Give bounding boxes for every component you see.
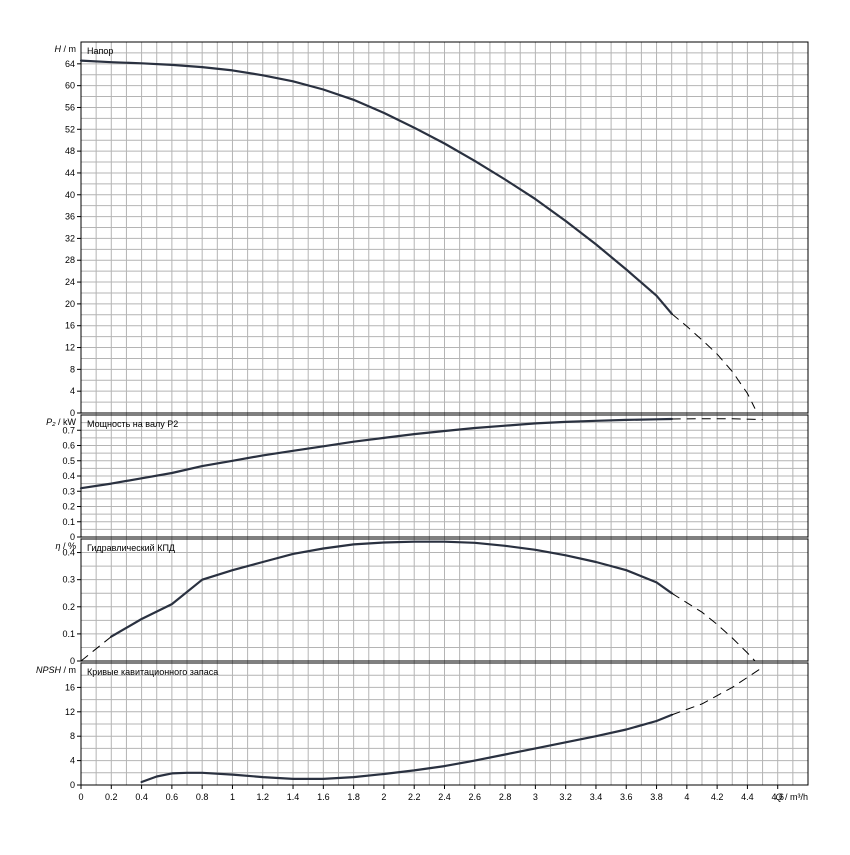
x-tick-label: 0.8 [196, 792, 209, 802]
x-tick-label: 0 [78, 792, 83, 802]
efficiency-curve-solid [110, 540, 673, 638]
y-tick-label: 36 [65, 212, 75, 222]
y-tick-label: 32 [65, 233, 75, 243]
y-tick-label: 0.6 [62, 441, 75, 451]
x-tick-label: 2.8 [499, 792, 512, 802]
y-tick-label: 60 [65, 81, 75, 91]
head-panel-frame [80, 41, 809, 414]
x-tick-label: 3 [533, 792, 538, 802]
y-tick-label: 0.3 [62, 575, 75, 585]
y-tick-label: 0.1 [62, 629, 75, 639]
x-tick-label: 1.4 [287, 792, 300, 802]
y-tick-label: 4 [70, 386, 75, 396]
efficiency-y-axis-label: η / % [55, 541, 76, 551]
y-tick-label: 0.4 [62, 471, 75, 481]
head-curve-solid [79, 59, 673, 315]
x-tick-label: 3.4 [590, 792, 603, 802]
y-tick-label: 4 [70, 756, 75, 766]
y-tick-label: 0 [70, 656, 75, 666]
x-axis-label: Q / m³/h [775, 792, 808, 802]
power-panel-title: Мощность на валу P2 [87, 419, 178, 429]
x-tick-label: 2.4 [438, 792, 451, 802]
y-tick-label: 64 [65, 59, 75, 69]
y-tick-label: 0.1 [62, 517, 75, 527]
x-tick-label: 2.2 [408, 792, 421, 802]
y-tick-label: 16 [65, 682, 75, 692]
y-tick-label: 56 [65, 102, 75, 112]
y-tick-label: 0 [70, 532, 75, 542]
y-tick-label: 0.4 [62, 548, 75, 558]
y-tick-label: 0.5 [62, 456, 75, 466]
y-tick-label: 24 [65, 277, 75, 287]
x-tick-label: 3.2 [559, 792, 572, 802]
efficiency-panel-title: Гидравлический КПД [87, 543, 175, 553]
x-tick-label: 4.6 [771, 792, 784, 802]
y-tick-label: 12 [65, 343, 75, 353]
npsh-panel-title: Кривые кавитационного запаса [87, 667, 218, 677]
y-tick-label: 28 [65, 255, 75, 265]
y-tick-label: 0.7 [62, 425, 75, 435]
x-tick-label: 3.8 [650, 792, 663, 802]
x-tick-label: 0.4 [135, 792, 148, 802]
efficiency-curve-dashed-end [671, 592, 756, 662]
head-curve-dashed [671, 313, 756, 409]
x-tick-label: 1.8 [347, 792, 360, 802]
x-tick-label: 1.6 [317, 792, 330, 802]
y-tick-label: 20 [65, 299, 75, 309]
x-tick-label: 3.6 [620, 792, 633, 802]
y-tick-label: 40 [65, 190, 75, 200]
y-tick-label: 8 [70, 364, 75, 374]
y-tick-label: 0.2 [62, 602, 75, 612]
x-tick-label: 2 [381, 792, 386, 802]
y-tick-label: 52 [65, 124, 75, 134]
x-tick-label: 1 [230, 792, 235, 802]
y-tick-label: 16 [65, 321, 75, 331]
head-panel-title: Напор [87, 46, 113, 56]
y-tick-label: 0 [70, 408, 75, 418]
power-curve-solid [79, 417, 673, 490]
x-tick-label: 0.6 [166, 792, 179, 802]
y-tick-label: 0.3 [62, 486, 75, 496]
x-tick-label: 1.2 [256, 792, 269, 802]
y-tick-label: 12 [65, 707, 75, 717]
y-tick-label: 8 [70, 731, 75, 741]
efficiency-panel-frame [80, 538, 809, 662]
y-tick-label: 48 [65, 146, 75, 156]
power-y-axis-label: P₂ / kW [46, 417, 76, 427]
efficiency-curve-dashed [80, 636, 112, 662]
power-curve-dashed [671, 418, 763, 421]
y-tick-label: 44 [65, 168, 75, 178]
npsh-y-axis-label: NPSH / m [36, 665, 76, 675]
x-tick-label: 4 [684, 792, 689, 802]
y-tick-label: 0.2 [62, 502, 75, 512]
x-tick-label: 4.4 [741, 792, 754, 802]
npsh-curve-dashed [671, 666, 763, 716]
x-tick-label: 2.6 [469, 792, 482, 802]
head-y-axis-label: H / m [55, 44, 77, 54]
x-tick-label: 0.2 [105, 792, 118, 802]
x-tick-label: 4.2 [711, 792, 724, 802]
y-tick-label: 0 [70, 780, 75, 790]
npsh-curve-solid [140, 713, 673, 784]
